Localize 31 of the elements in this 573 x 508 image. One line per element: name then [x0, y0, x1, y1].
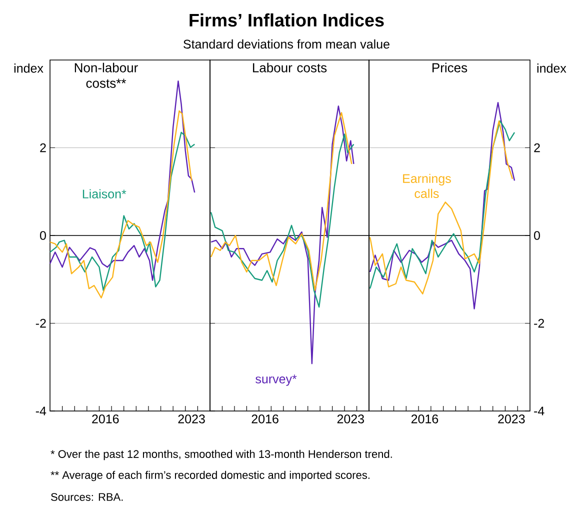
- y-tick-label: -4: [534, 406, 544, 416]
- series-label: survey*: [256, 374, 297, 386]
- line-series: [49, 80, 196, 281]
- source-note: Sources: RBA.: [51, 493, 123, 501]
- x-tick-label: 2016: [92, 414, 119, 424]
- line-series: [369, 102, 516, 310]
- y-axis-title: index: [537, 64, 566, 73]
- line-series: [49, 132, 196, 291]
- x-tick-label: 2023: [337, 414, 364, 424]
- chart-title: Labour costs: [252, 62, 327, 72]
- series-label: Earnings calls: [403, 174, 451, 198]
- x-tick-label: 2016: [252, 414, 278, 424]
- y-tick-label: 0: [40, 231, 46, 240]
- text: * Over the past 12 months, smoothed with 13-month Henderson trend.: [50, 450, 392, 460]
- y-tick-label: 2: [534, 143, 540, 152]
- y-tick-label: -4: [36, 406, 46, 416]
- y-tick-label: 0: [534, 231, 540, 240]
- text: ** Average of each firm’s recorded domestic and imported scores.: [50, 470, 370, 482]
- series-label: Liaison*: [82, 189, 126, 198]
- line-series: [49, 110, 192, 298]
- y-tick-label: -2: [534, 318, 544, 328]
- text: Standard deviations from mean value: [184, 39, 390, 49]
- y-axis-title: index: [14, 64, 44, 73]
- y-tick-label: 2: [40, 143, 46, 152]
- text: Firms’ Inflation Indices: [190, 13, 384, 27]
- text: Non-labour costs**: [74, 62, 138, 88]
- x-tick-label: 2016: [411, 414, 438, 424]
- x-tick-label: 2023: [498, 414, 525, 424]
- chart-title: Prices: [432, 62, 468, 72]
- y-tick-label: -2: [36, 318, 46, 328]
- x-tick-label: 2023: [178, 414, 205, 424]
